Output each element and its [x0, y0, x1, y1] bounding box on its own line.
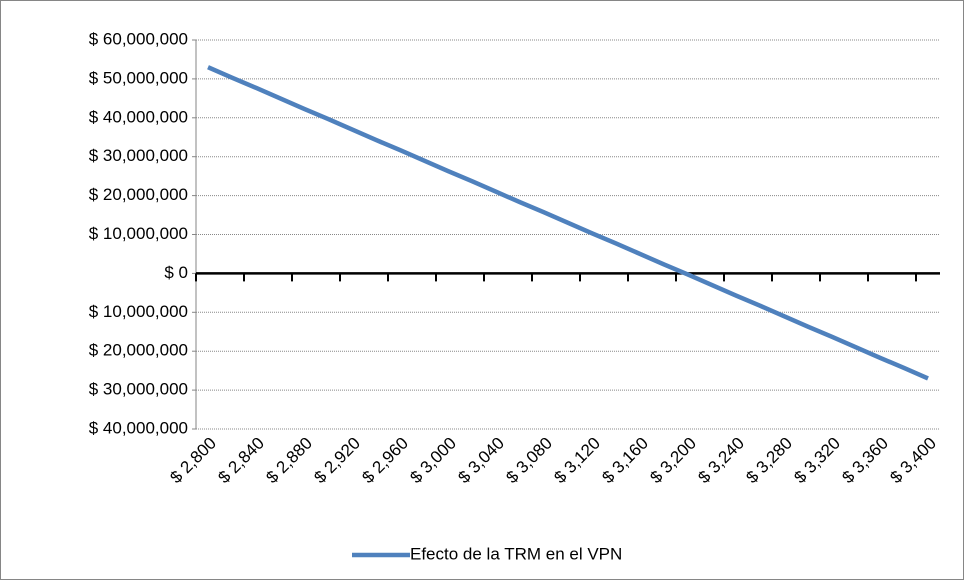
- y-tick-label: $ 20,000,000: [89, 341, 188, 360]
- legend-label: Efecto de la TRM en el VPN: [410, 544, 622, 563]
- y-tick-label: $ 50,000,000: [89, 68, 188, 87]
- y-tick-label: $ 60,000,000: [89, 29, 188, 48]
- y-tick-label: $ 10,000,000: [89, 302, 188, 321]
- y-tick-label: $ 40,000,000: [89, 418, 188, 437]
- y-tick-label: $ 40,000,000: [89, 107, 188, 126]
- y-tick-label: $ 10,000,000: [89, 224, 188, 243]
- series-line: [207, 65, 929, 381]
- y-tick-label: $ 20,000,000: [89, 185, 188, 204]
- y-tick-label: $ 30,000,000: [89, 380, 188, 399]
- y-tick-label: $ 30,000,000: [89, 146, 188, 165]
- y-tick-label: $ 0: [164, 263, 188, 282]
